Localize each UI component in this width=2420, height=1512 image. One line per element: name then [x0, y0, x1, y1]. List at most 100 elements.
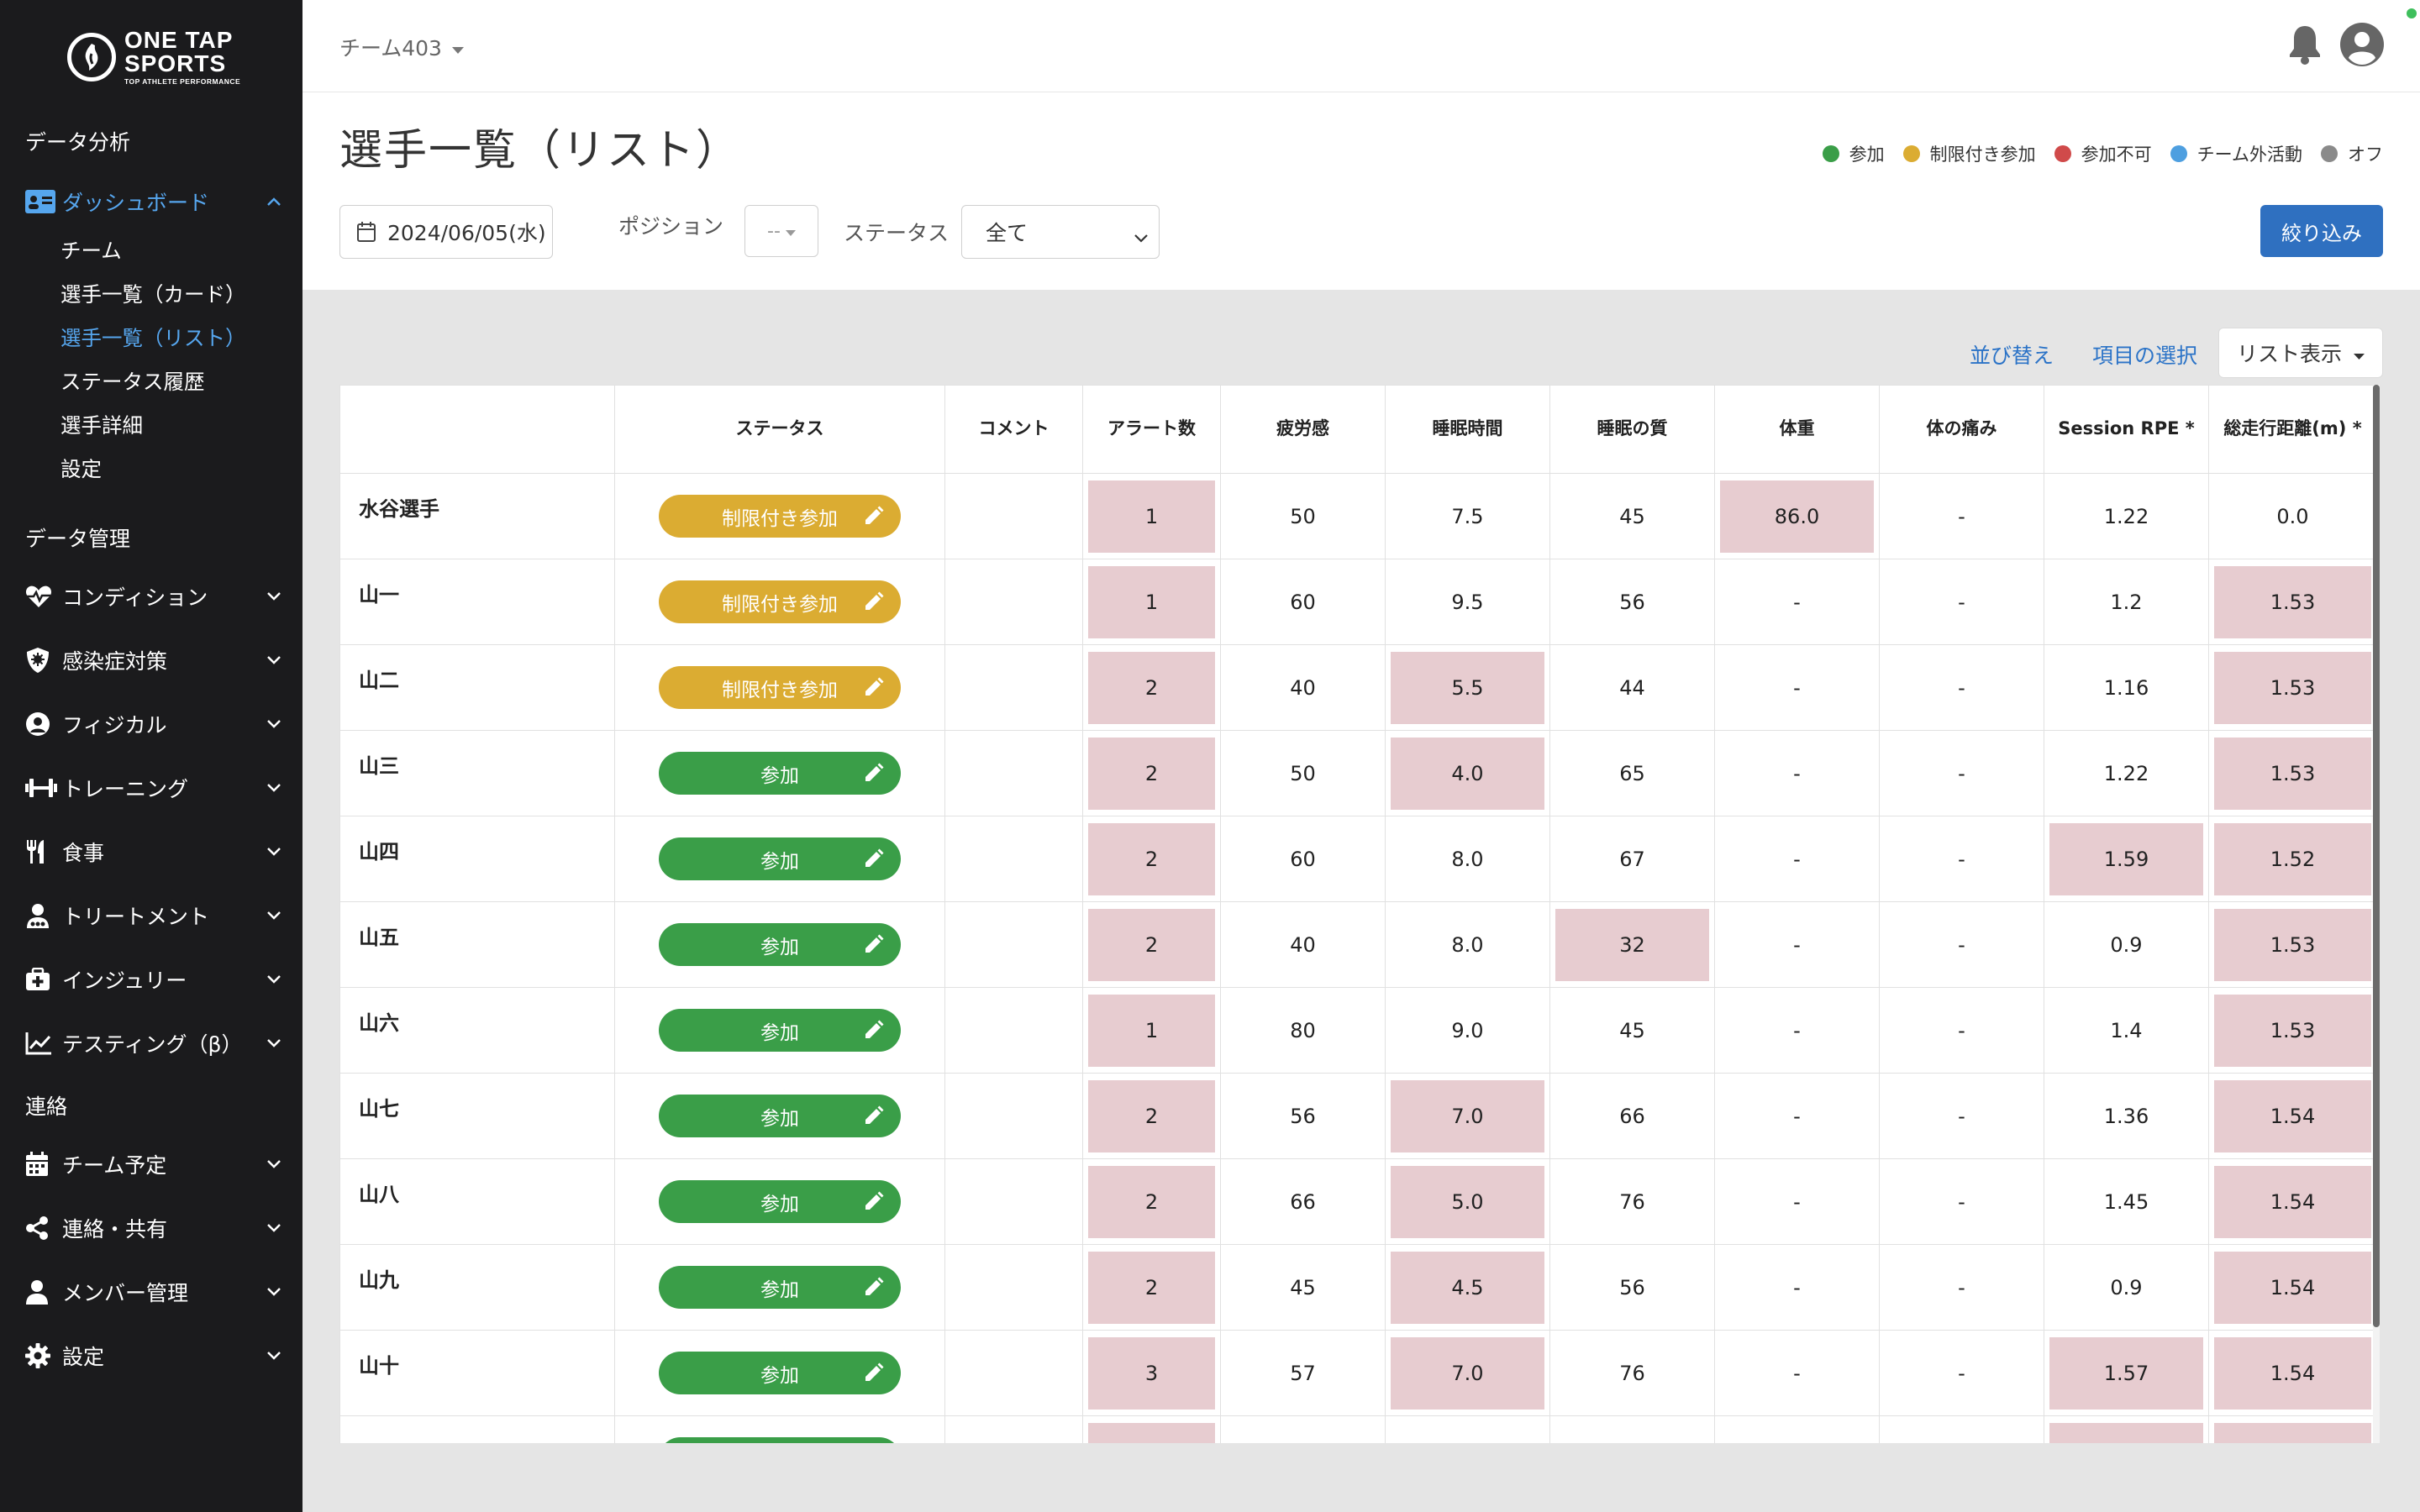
table-row[interactable]: 山十 参加 3 57 7.0 76 - - 1.57 1.54 — [339, 1330, 2377, 1416]
nav-treatment[interactable]: トリートメント — [25, 897, 282, 934]
status-badge[interactable]: 参加 — [659, 1266, 901, 1309]
player-name[interactable]: 山四 — [339, 816, 615, 902]
pencil-icon[interactable] — [863, 763, 884, 789]
sort-link[interactable]: 並び替え — [1970, 344, 2054, 368]
player-name[interactable]: 山三 — [339, 730, 615, 816]
comment-cell[interactable] — [944, 1073, 1083, 1159]
sleep-time-cell: 7.0 — [1385, 1330, 1550, 1416]
nav-share[interactable]: 連絡・共有 — [25, 1210, 282, 1247]
status-badge[interactable]: 参加 — [659, 1095, 901, 1137]
comment-cell[interactable] — [944, 1415, 1083, 1443]
table-body: 水谷選手 制限付き参加 1 50 7.5 45 86.0-1.22 0.0 山一 制限付き参加 1 6… — [339, 473, 2377, 1443]
nav-settings[interactable]: 設定 — [25, 1337, 282, 1374]
chevron-down-icon — [266, 843, 282, 860]
status-badge[interactable]: 参加 — [659, 837, 901, 880]
nav-infection[interactable]: 感染症対策 — [25, 642, 282, 679]
pencil-icon[interactable] — [863, 1277, 884, 1303]
fatigue-cell: 57 — [1220, 1330, 1386, 1416]
comment-cell[interactable] — [944, 1244, 1083, 1331]
nav-training[interactable]: トレーニング — [25, 769, 282, 806]
status-badge[interactable]: 参加 — [659, 1180, 901, 1223]
table-row[interactable] — [339, 1415, 2377, 1443]
comment-cell[interactable] — [944, 901, 1083, 988]
status-badge[interactable] — [659, 1437, 901, 1443]
date-picker[interactable]: 2024/06/05(水) — [339, 205, 553, 259]
table-row[interactable]: 山八 参加 2 66 5.0 76 - - 1.45 1.54 — [339, 1158, 2377, 1245]
table-row[interactable]: 山四 参加 2 60 8.0 67 - - 1.59 1.52 — [339, 816, 2377, 902]
player-name[interactable]: 山九 — [339, 1244, 615, 1331]
pencil-icon[interactable] — [863, 591, 884, 617]
player-name[interactable]: 山一 — [339, 559, 615, 645]
status-legend: 参加 制限付き参加 参加不可 チーム外活動 オフ — [1804, 141, 2383, 166]
subnav-player-cards[interactable]: 選手一覧（カード） — [60, 282, 246, 307]
player-name[interactable]: 山七 — [339, 1073, 615, 1159]
nav-members[interactable]: メンバー管理 — [25, 1273, 282, 1310]
nav-injury[interactable]: インジュリー — [25, 961, 282, 998]
player-name[interactable]: 山二 — [339, 644, 615, 731]
pencil-icon[interactable] — [863, 506, 884, 532]
notification-bell-icon[interactable] — [2286, 24, 2324, 66]
table-row[interactable]: 水谷選手 制限付き参加 1 50 7.5 45 86.0 - 1.22 0.0 — [339, 473, 2377, 559]
nav-dashboard[interactable]: ダッシュボード — [25, 183, 282, 220]
sleep-time-cell: 5.0 — [1385, 1158, 1550, 1245]
nav-condition[interactable]: コンディション — [25, 578, 282, 615]
table-row[interactable]: 山九 参加 2 45 4.5 56 - - 0.9 1.54 — [339, 1244, 2377, 1331]
comment-cell[interactable] — [944, 559, 1083, 645]
comment-cell[interactable] — [944, 987, 1083, 1074]
player-name[interactable]: 山六 — [339, 987, 615, 1074]
table-row[interactable]: 山五 参加 2 40 8.0 32 - - 0.9 1.53 — [339, 901, 2377, 988]
status-badge[interactable]: 参加 — [659, 1009, 901, 1052]
status-badge[interactable]: 制限付き参加 — [659, 666, 901, 709]
pencil-icon[interactable] — [863, 1191, 884, 1217]
subnav-team[interactable]: チーム — [60, 239, 122, 263]
status-badge[interactable]: 参加 — [659, 923, 901, 966]
player-name[interactable] — [339, 1415, 615, 1443]
table-row[interactable]: 山一 制限付き参加 1 60 9.5 56 - - 1.2 1.53 — [339, 559, 2377, 645]
comment-cell[interactable] — [944, 1158, 1083, 1245]
subnav-status-history[interactable]: ステータス履歴 — [60, 370, 205, 394]
table-row[interactable]: 山六 参加 1 80 9.0 45 - - 1.4 1.53 — [339, 987, 2377, 1074]
nav-testing[interactable]: テスティング（β） — [25, 1025, 282, 1062]
filter-panel: 選手一覧（リスト） 参加 制限付き参加 参加不可 チーム外活動 オフ 2024/… — [302, 92, 2420, 290]
comment-cell[interactable] — [944, 730, 1083, 816]
table-scrollbar-thumb[interactable] — [2373, 385, 2380, 1327]
subnav-settings[interactable]: 設定 — [60, 457, 102, 481]
view-mode-dropdown[interactable]: リスト表示 — [2218, 328, 2383, 378]
comment-cell[interactable] — [944, 816, 1083, 902]
player-name[interactable]: 山五 — [339, 901, 615, 988]
subnav-player-detail[interactable]: 選手詳細 — [60, 413, 143, 438]
status-badge[interactable]: 制限付き参加 — [659, 495, 901, 538]
pencil-icon[interactable] — [863, 1362, 884, 1389]
status-badge[interactable]: 制限付き参加 — [659, 580, 901, 623]
status-badge[interactable]: 参加 — [659, 752, 901, 795]
player-name[interactable]: 山十 — [339, 1330, 615, 1416]
table-scrollbar[interactable] — [2373, 385, 2380, 1443]
status-badge[interactable]: 参加 — [659, 1352, 901, 1394]
pencil-icon[interactable] — [863, 848, 884, 874]
comment-cell[interactable] — [944, 644, 1083, 731]
nav-schedule[interactable]: チーム予定 — [25, 1146, 282, 1183]
subnav-player-list[interactable]: 選手一覧（リスト） — [60, 326, 246, 350]
column-select-link[interactable]: 項目の選択 — [2092, 344, 2198, 368]
table-row[interactable]: 山七 参加 2 56 7.0 66 - - 1.36 1.54 — [339, 1073, 2377, 1159]
player-name[interactable]: 山八 — [339, 1158, 615, 1245]
team-selector[interactable]: チーム403 — [339, 32, 464, 62]
sleep-quality-cell: 66 — [1549, 1073, 1715, 1159]
status-select[interactable]: 全て — [961, 205, 1160, 259]
nav-physical[interactable]: フィジカル — [25, 706, 282, 743]
app-logo[interactable]: ONE TAP SPORTS TOP ATHLETE PERFORMANCE — [67, 29, 240, 85]
player-name[interactable]: 水谷選手 — [339, 473, 615, 559]
pain-value: - — [1958, 675, 1965, 700]
nav-meal[interactable]: 食事 — [25, 833, 282, 870]
table-row[interactable]: 山二 制限付き参加 2 40 5.5 44 - - 1.16 1.53 — [339, 644, 2377, 731]
pencil-icon[interactable] — [863, 677, 884, 703]
pencil-icon[interactable] — [863, 934, 884, 960]
account-avatar-icon[interactable] — [2339, 22, 2385, 67]
comment-cell[interactable] — [944, 473, 1083, 559]
position-select[interactable]: -- — [744, 205, 818, 257]
filter-submit-button[interactable]: 絞り込み — [2260, 205, 2383, 257]
pencil-icon[interactable] — [863, 1020, 884, 1046]
table-row[interactable]: 山三 参加 2 50 4.0 65 - - 1.22 1.53 — [339, 730, 2377, 816]
comment-cell[interactable] — [944, 1330, 1083, 1416]
pencil-icon[interactable] — [863, 1105, 884, 1131]
